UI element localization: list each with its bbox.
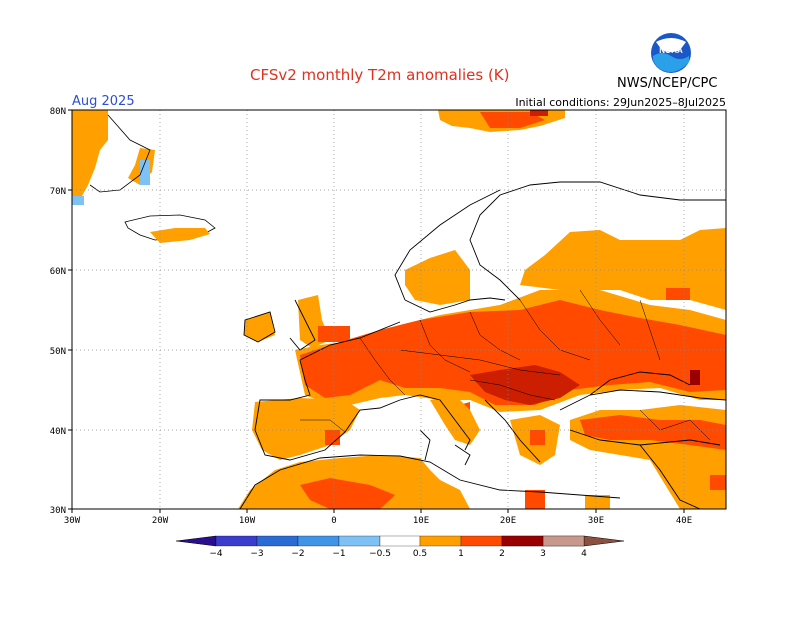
lat-label-60n: 60N [50, 267, 66, 277]
anomaly-svalbard [438, 110, 565, 132]
lon-label-20w: 20W [152, 516, 169, 526]
lat-label-50n: 50N [50, 347, 66, 357]
anomaly-turkey [570, 405, 726, 509]
colorbar-label: −1 [332, 549, 345, 559]
coastlines [239, 181, 726, 509]
colorbar-label: 0.5 [413, 549, 427, 559]
lat-label-70n: 70N [50, 187, 66, 197]
colorbar [175, 535, 625, 547]
lon-label-10e: 10E [413, 516, 429, 526]
anomaly-north-africa [238, 455, 610, 509]
lon-label-20e: 20E [500, 516, 516, 526]
anomaly-iberia [252, 398, 360, 460]
map-title: CFSv2 monthly T2m anomalies (K) [250, 66, 510, 84]
colorbar-label: 4 [581, 549, 587, 559]
anomaly-uk [244, 295, 350, 348]
svg-text:NOAA: NOAA [659, 46, 683, 55]
colorbar-label: 3 [540, 549, 546, 559]
lat-label-80n: 80N [50, 107, 66, 117]
anomaly-central-europe [295, 290, 726, 412]
lat-label-40n: 40N [50, 427, 66, 437]
valid-month: Aug 2025 [72, 94, 135, 109]
colorbar-label: 2 [499, 549, 505, 559]
lon-label-40e: 40E [676, 516, 692, 526]
colorbar-label: −3 [250, 549, 263, 559]
lon-label-30w: 30W [64, 516, 81, 526]
lon-label-30e: 30E [588, 516, 604, 526]
agency-label: NWS/NCEP/CPC [617, 76, 718, 91]
anomaly-iceland [124, 214, 216, 243]
anomaly-greenland [72, 110, 155, 205]
colorbar-label: −2 [291, 549, 304, 559]
map-frame [71, 109, 727, 510]
initial-conditions: Initial conditions: 29Jun2025–8Jul2025 [515, 96, 726, 109]
axis-tick-marks [68, 109, 685, 513]
colorbar-label: 1 [458, 549, 464, 559]
colorbar-label: −0.5 [369, 549, 391, 559]
lat-label-30n: 30N [50, 506, 66, 516]
graticule [72, 110, 726, 509]
lon-label-10w: 10W [239, 516, 256, 526]
colorbar-label: −4 [209, 549, 223, 559]
noaa-logo-icon: NOAA [651, 33, 691, 73]
lon-label-0: 0 [331, 516, 336, 526]
map-field [72, 110, 726, 509]
